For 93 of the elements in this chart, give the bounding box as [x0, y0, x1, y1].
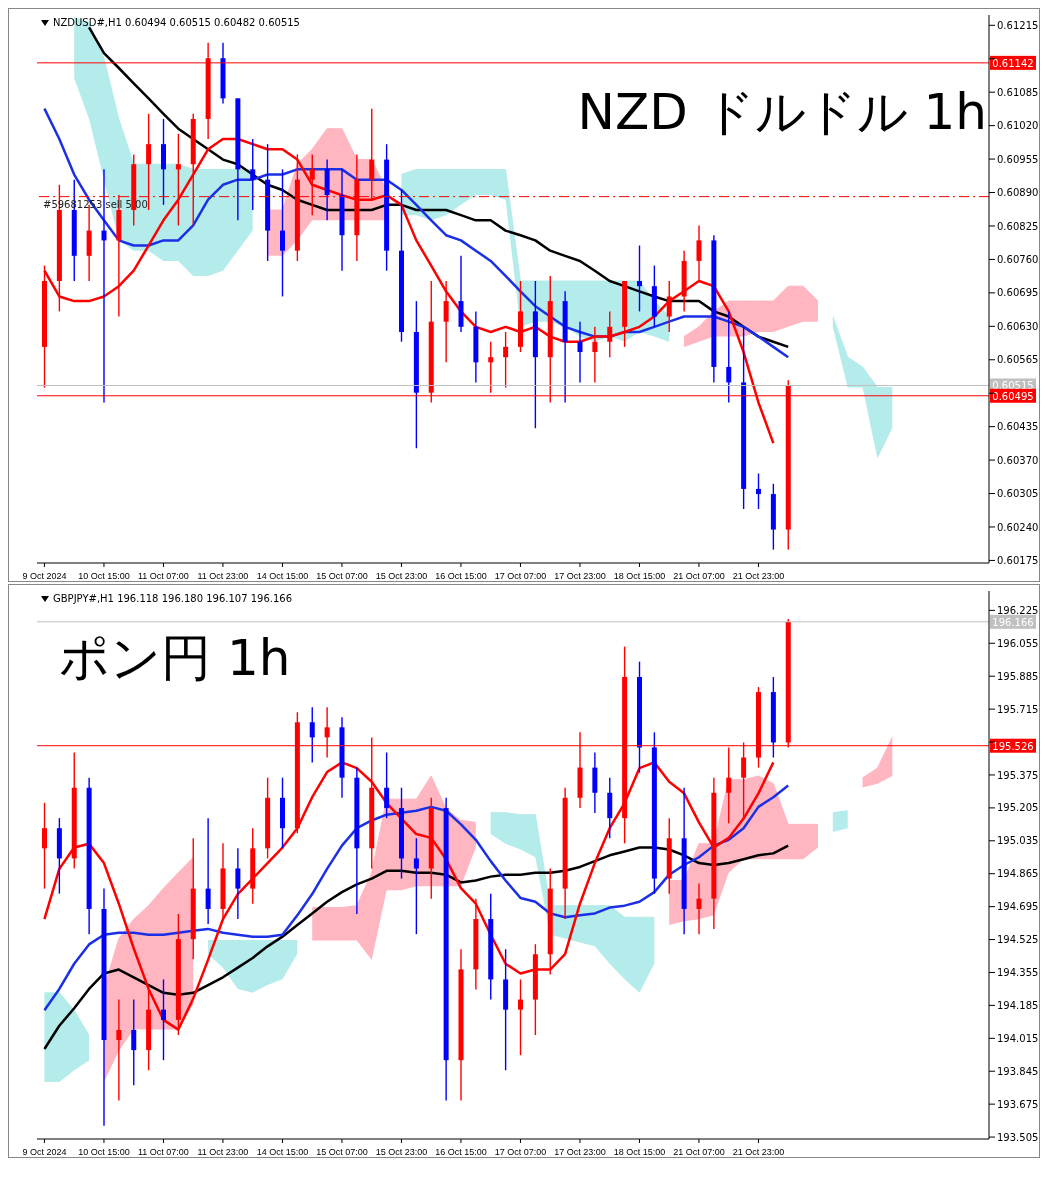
ref-line-label: 195.526: [992, 740, 1034, 752]
y-tick-label: 196.055: [997, 637, 1039, 649]
candlestick: [696, 882, 702, 935]
y-tick-label: 0.60370: [997, 454, 1039, 466]
y-tick-label: 194.695: [997, 901, 1039, 913]
candlestick: [577, 320, 583, 384]
chart-title: NZDUSD#,H1 0.60494 0.60515 0.60482 0.60515: [53, 17, 300, 28]
y-tick-label: 0.60565: [997, 354, 1039, 366]
y-tick-label: 0.61020: [997, 120, 1039, 132]
ref-line-label: 196.166: [992, 616, 1034, 628]
y-tick-label: 0.60955: [997, 153, 1039, 165]
chart-title: GBPJPY#,H1 196.118 196.180 196.107 196.166: [53, 593, 293, 604]
y-tick-label: 0.60630: [997, 320, 1039, 332]
x-tick-label: 21 Oct 23:00: [732, 571, 785, 581]
candlestick: [42, 802, 47, 890]
y-tick-label: 0.60760: [997, 253, 1039, 265]
x-tick-label: 10 Oct 15:00: [78, 571, 130, 581]
x-tick-label: 17 Oct 23:00: [554, 571, 606, 581]
candlestick: [666, 280, 672, 333]
annotation: NZD ドルドル 1h: [577, 82, 987, 143]
y-tick-label: 0.60175: [997, 554, 1039, 566]
x-tick-label: 11 Oct 23:00: [197, 1147, 249, 1157]
candlestick: [101, 168, 107, 404]
y-tick-label: 193.675: [997, 1098, 1039, 1110]
x-tick-label: 15 Oct 07:00: [316, 1147, 368, 1157]
candlestick: [696, 224, 702, 282]
x-tick-label: 17 Oct 07:00: [494, 1147, 547, 1157]
y-tick-label: 194.015: [997, 1032, 1039, 1044]
x-tick-label: 21 Oct 07:00: [673, 1147, 725, 1157]
x-tick-label: 11 Oct 23:00: [197, 571, 249, 581]
candlestick: [205, 817, 211, 925]
y-tick-label: 194.865: [997, 868, 1039, 880]
y-tick-label: 0.60305: [997, 488, 1039, 500]
candlestick: [518, 978, 523, 1056]
y-tick-label: 0.61215: [997, 19, 1039, 31]
x-tick-label: 16 Oct 15:00: [435, 571, 487, 581]
x-tick-label: 9 Oct 2024: [22, 1147, 67, 1157]
candlestick: [280, 168, 285, 298]
y-tick-label: 194.185: [997, 999, 1039, 1011]
candlestick: [384, 751, 390, 819]
y-tick-label: 194.525: [997, 934, 1039, 946]
y-tick-label: 195.375: [997, 769, 1039, 781]
candlestick: [607, 310, 613, 358]
candlestick: [131, 998, 137, 1087]
y-tick-label: 0.61085: [997, 86, 1039, 98]
candlestick: [726, 310, 732, 404]
candlestick: [161, 978, 166, 1061]
x-tick-label: 17 Oct 23:00: [554, 1147, 606, 1157]
x-tick-label: 11 Oct 07:00: [138, 1147, 189, 1157]
x-tick-label: 15 Oct 23:00: [375, 1147, 428, 1157]
x-tick-label: 17 Oct 07:00: [494, 571, 547, 581]
y-tick-label: 195.885: [997, 670, 1039, 682]
y-tick-label: 0.60695: [997, 287, 1039, 299]
candlestick: [756, 472, 761, 510]
candlestick: [413, 837, 419, 935]
y-tick-label: 196.225: [997, 604, 1039, 616]
x-tick-label: 15 Oct 07:00: [316, 571, 368, 581]
x-tick-label: 14 Oct 15:00: [256, 571, 309, 581]
y-tick-label: 193.505: [997, 1131, 1039, 1143]
candlestick: [309, 706, 315, 764]
line-series: [43, 784, 790, 1012]
x-tick-label: 14 Oct 15:00: [256, 1147, 309, 1157]
x-tick-label: 18 Oct 15:00: [613, 1147, 666, 1157]
y-tick-label: 193.845: [997, 1065, 1039, 1077]
y-tick-label: 195.205: [997, 802, 1039, 814]
x-tick-label: 16 Oct 15:00: [435, 1147, 487, 1157]
candlestick: [592, 326, 598, 384]
x-tick-label: 21 Oct 07:00: [673, 571, 725, 581]
y-tick-label: 195.715: [997, 703, 1039, 715]
y-tick-label: 0.60240: [997, 521, 1039, 533]
candlestick: [503, 331, 509, 389]
candlestick: [443, 280, 449, 364]
ref-line-label: 0.60495: [992, 390, 1034, 402]
candlestick: [488, 341, 494, 394]
y-tick-label: 0.60825: [997, 220, 1039, 232]
x-tick-label: 18 Oct 15:00: [613, 571, 666, 581]
candlestick: [637, 244, 642, 313]
line-series: [43, 844, 790, 1051]
x-tick-label: 9 Oct 2024: [22, 571, 67, 581]
y-tick-label: 0.60890: [997, 187, 1039, 199]
candlestick: [250, 138, 256, 211]
annotation: ポン円 1h: [59, 628, 291, 689]
x-tick-label: 11 Oct 07:00: [138, 571, 189, 581]
x-tick-label: 15 Oct 23:00: [375, 571, 428, 581]
ref-line-label: 0.60515: [992, 380, 1034, 392]
y-tick-label: 0.60435: [997, 421, 1039, 433]
y-tick-label: 194.355: [997, 967, 1039, 979]
x-tick-label: 10 Oct 15:00: [78, 1147, 130, 1157]
candlestick: [116, 998, 122, 1102]
x-tick-label: 21 Oct 23:00: [732, 1147, 785, 1157]
candlestick: [235, 847, 241, 920]
y-tick-label: 195.035: [997, 835, 1039, 847]
ref-line-label: 0.61142: [992, 57, 1034, 69]
